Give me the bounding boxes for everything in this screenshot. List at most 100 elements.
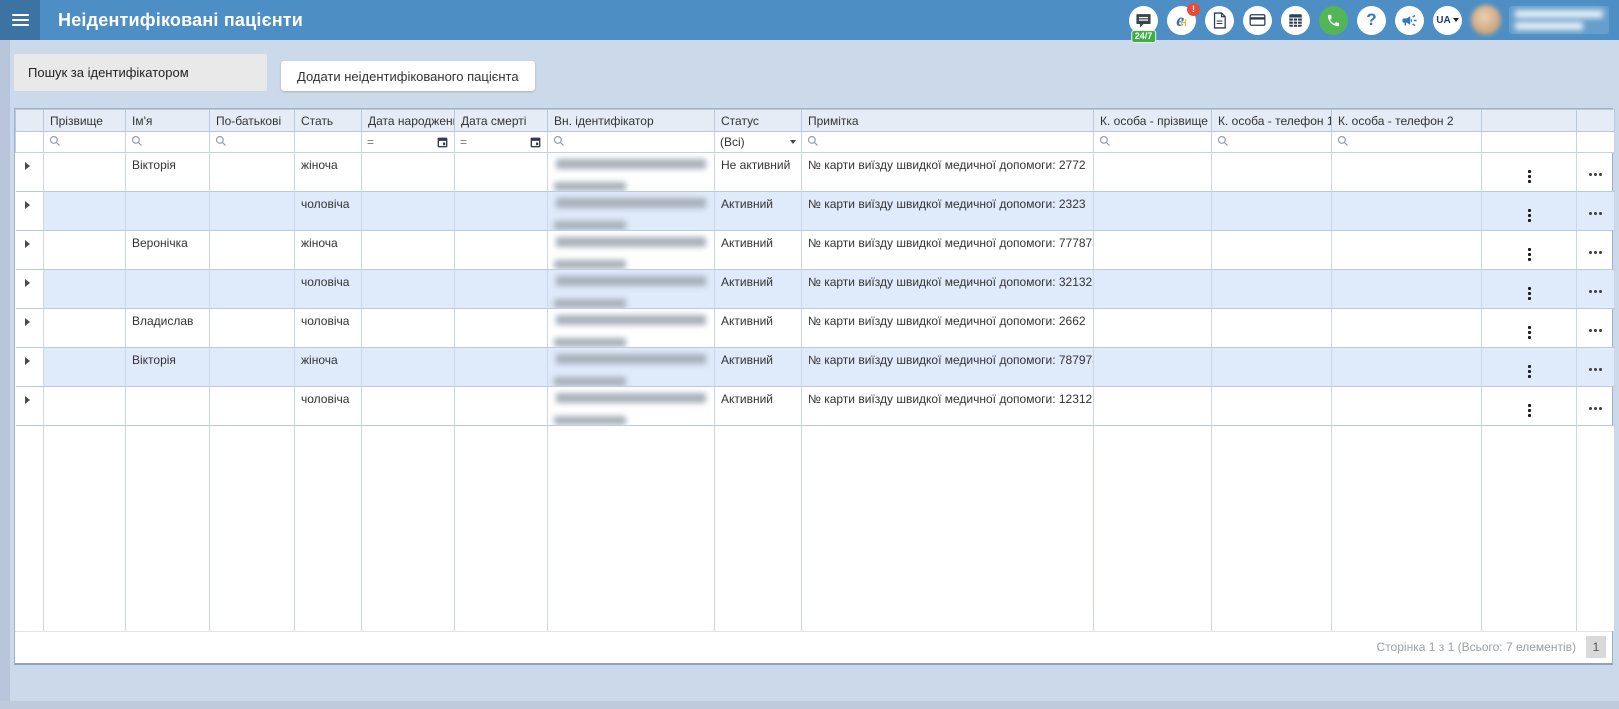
cell-contact-phone2 <box>1331 308 1482 348</box>
row-menu-button[interactable] <box>1527 325 1531 339</box>
phone-button[interactable] <box>1319 5 1348 35</box>
menu-button[interactable] <box>0 0 40 40</box>
pdf-button[interactable] <box>1205 5 1234 35</box>
table-row[interactable]: Вікторія жіноча Не активний № карти виїз… <box>15 152 1615 192</box>
column-header-status[interactable]: Статус <box>714 109 802 132</box>
row-more-button[interactable] <box>1589 173 1602 176</box>
cell-expand <box>15 152 44 192</box>
filter-note[interactable] <box>801 131 1094 153</box>
row-more-button[interactable] <box>1589 329 1602 332</box>
help-button[interactable]: ? <box>1357 5 1386 35</box>
calendar-icon <box>437 137 448 147</box>
row-more-button[interactable] <box>1589 290 1602 293</box>
cell-expand <box>15 386 44 426</box>
filter-birth-date[interactable]: = <box>361 131 455 153</box>
payment-card-button[interactable] <box>1243 5 1272 35</box>
column-header-death-date[interactable]: Дата смерті <box>454 109 548 132</box>
expand-arrow-icon[interactable] <box>24 162 30 170</box>
add-unidentified-patient-button[interactable]: Додати неідентифікованого пацієнта <box>281 61 535 91</box>
column-header-note[interactable]: Примітка <box>801 109 1094 132</box>
cell-expand <box>15 347 44 387</box>
expand-arrow-icon[interactable] <box>24 396 30 404</box>
cell-contact-last-name <box>1093 347 1212 387</box>
cell-last-name <box>43 347 126 387</box>
filter-first-name[interactable] <box>125 131 210 153</box>
filter-contact-last-name[interactable] <box>1093 131 1212 153</box>
cell-birth-date <box>361 230 455 270</box>
chat-button[interactable]: 24/7 <box>1129 5 1158 43</box>
search-by-identifier-panel[interactable]: Пошук за ідентифікатором <box>14 54 267 91</box>
cell-contact-phone1 <box>1211 191 1332 231</box>
cell-status: Активний <box>714 386 802 426</box>
calculator-button[interactable] <box>1281 5 1310 35</box>
announcements-button[interactable] <box>1395 5 1424 35</box>
cell-contact-phone2 <box>1331 386 1482 426</box>
cell-first-name <box>125 386 210 426</box>
row-menu-button[interactable] <box>1527 208 1531 222</box>
chevron-down-icon <box>1452 18 1459 22</box>
filter-gender[interactable] <box>294 131 362 153</box>
cell-contact-last-name <box>1093 269 1212 309</box>
user-menu[interactable] <box>1471 5 1609 35</box>
table-row[interactable]: чоловіча Активний № карти виїзду швидкої… <box>15 386 1615 426</box>
language-selector[interactable]: UA <box>1433 5 1462 35</box>
calculator-grid-icon <box>1281 5 1310 35</box>
cell-identifier-redacted <box>547 230 715 270</box>
cell-status: Активний <box>714 269 802 309</box>
column-header-contact-phone2[interactable]: К. особа - телефон 2 <box>1331 109 1482 132</box>
filter-patronymic[interactable] <box>209 131 295 153</box>
column-header-first-name[interactable]: Ім'я <box>125 109 210 132</box>
table-row[interactable]: Владислав чоловіча Активний № карти виїз… <box>15 308 1615 348</box>
avatar <box>1471 5 1501 35</box>
filter-contact-phone2[interactable] <box>1331 131 1482 153</box>
cell-last-name <box>43 230 126 270</box>
cell-contact-phone2 <box>1331 230 1482 270</box>
expand-arrow-icon[interactable] <box>24 240 30 248</box>
expand-arrow-icon[interactable] <box>24 357 30 365</box>
cell-gender: жіноча <box>294 152 362 192</box>
column-header-last-name[interactable]: Прізвище <box>43 109 126 132</box>
expand-arrow-icon[interactable] <box>24 318 30 326</box>
column-header-contact-last-name[interactable]: К. особа - прізвище <box>1093 109 1212 132</box>
cell-status: Активний <box>714 191 802 231</box>
filter-status-dropdown[interactable]: (Всі) <box>714 131 802 153</box>
cell-identifier-redacted <box>547 269 715 309</box>
row-menu-button[interactable] <box>1527 403 1531 417</box>
column-header-birth-date[interactable]: Дата народження <box>361 109 455 132</box>
filter-death-date[interactable]: = <box>454 131 548 153</box>
question-mark-icon: ? <box>1357 5 1386 35</box>
row-menu-button[interactable] <box>1527 364 1531 378</box>
column-header-contact-phone1[interactable]: К. особа - телефон 1 <box>1211 109 1332 132</box>
column-header-patronymic[interactable]: По-батькові <box>209 109 295 132</box>
cell-row-more <box>1576 152 1615 192</box>
column-header-more <box>1576 109 1615 132</box>
expand-arrow-icon[interactable] <box>24 201 30 209</box>
cell-contact-phone1 <box>1211 269 1332 309</box>
table-row[interactable]: Веронічка жіноча Активний № карти виїзду… <box>15 230 1615 270</box>
column-header-gender[interactable]: Стать <box>294 109 362 132</box>
row-menu-button[interactable] <box>1527 286 1531 300</box>
row-more-button[interactable] <box>1589 407 1602 410</box>
cell-row-more <box>1576 269 1615 309</box>
row-more-button[interactable] <box>1589 368 1602 371</box>
table-row[interactable]: Вікторія жіноча Активний № карти виїзду … <box>15 347 1615 387</box>
column-header-identifier[interactable]: Вн. ідентифікатор <box>547 109 715 132</box>
cell-birth-date <box>361 308 455 348</box>
filter-identifier[interactable] <box>547 131 715 153</box>
page-number-button[interactable]: 1 <box>1586 636 1606 658</box>
row-more-button[interactable] <box>1589 212 1602 215</box>
filter-last-name[interactable] <box>43 131 126 153</box>
table-row[interactable]: чоловіча Активний № карти виїзду швидкої… <box>15 191 1615 231</box>
filter-contact-phone1[interactable] <box>1211 131 1332 153</box>
row-more-button[interactable] <box>1589 251 1602 254</box>
row-menu-button[interactable] <box>1527 247 1531 261</box>
cell-identifier-redacted <box>547 386 715 426</box>
filter-actions <box>1481 131 1577 153</box>
row-menu-button[interactable] <box>1527 169 1531 183</box>
column-header-actions <box>1481 109 1577 132</box>
language-icon: UA <box>1433 5 1462 35</box>
table-row[interactable]: чоловіча Активний № карти виїзду швидкої… <box>15 269 1615 309</box>
expand-arrow-icon[interactable] <box>24 279 30 287</box>
